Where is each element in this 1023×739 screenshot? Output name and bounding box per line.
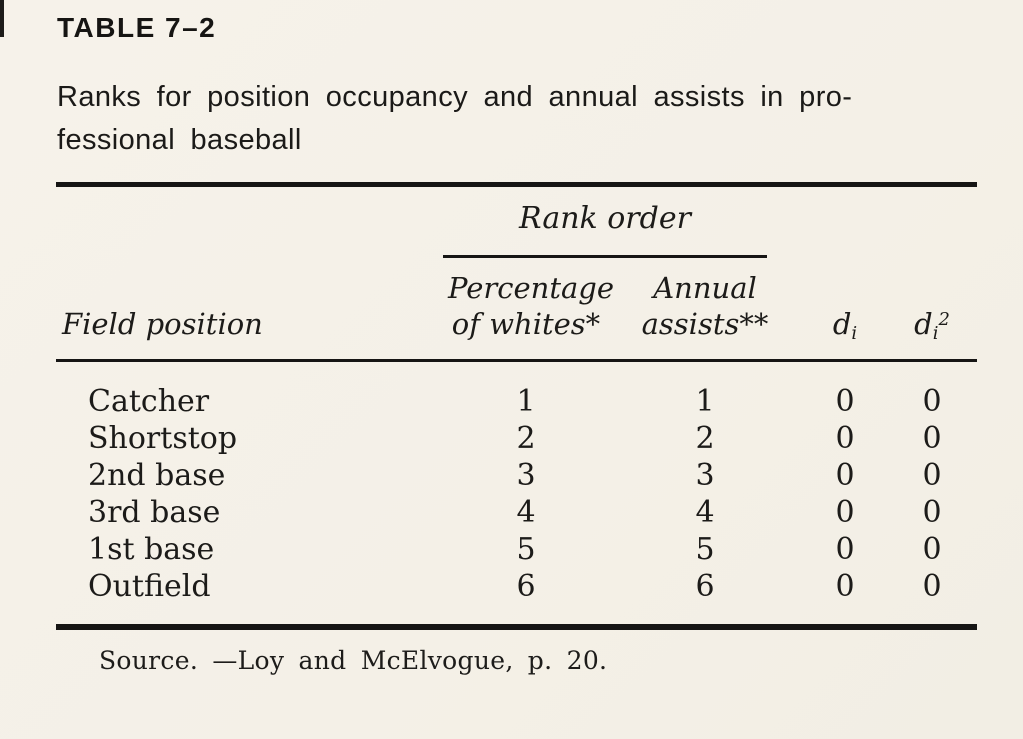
di-squared-cell: 0 — [922, 532, 942, 567]
pct-whites-rank-cell: 2 — [516, 421, 536, 456]
di-squared-cell: 0 — [922, 458, 942, 493]
spanner-rule — [443, 255, 767, 258]
table-row: 2nd base 3 3 0 0 — [0, 457, 1023, 494]
field-position-cell: Shortstop — [88, 421, 238, 456]
pct-whites-header-line-1: Percentage — [448, 271, 614, 305]
table-row: Catcher 1 1 0 0 — [0, 383, 1023, 420]
field-position-cell: 1st base — [88, 532, 215, 567]
field-position-cell: 2nd base — [88, 458, 226, 493]
table-top-rule — [56, 182, 977, 187]
di-cell: 0 — [835, 384, 855, 419]
spanner-heading: Rank order — [519, 201, 691, 236]
annual-assists-rank-cell: 2 — [695, 421, 715, 456]
pct-whites-rank-cell: 5 — [516, 532, 536, 567]
annual-assists-header-line-2: assists** — [641, 307, 769, 341]
table-caption: Ranks for position occupancy and annual … — [57, 76, 982, 162]
field-position-cell: Outfield — [88, 569, 211, 604]
di2-subscript: i — [932, 323, 939, 345]
pct-whites-rank-cell: 6 — [516, 569, 536, 604]
caption-line-1: Ranks for position occupancy and annual … — [57, 81, 853, 113]
pct-whites-header-line-2: of whites* — [451, 307, 601, 341]
di-cell: 0 — [835, 421, 855, 456]
annual-assists-header-line-1: Annual — [653, 271, 757, 305]
column-header-di-squared: di2 — [896, 306, 968, 345]
annual-assists-rank-cell: 6 — [695, 569, 715, 604]
di-cell: 0 — [835, 532, 855, 567]
di-squared-cell: 0 — [922, 384, 942, 419]
annual-assists-rank-cell: 5 — [695, 532, 715, 567]
table-row: Shortstop 2 2 0 0 — [0, 420, 1023, 457]
source-note: Source. —Loy and McElvogue, p. 20. — [99, 646, 608, 675]
column-header-field-position: Field position — [62, 307, 263, 341]
di-cell: 0 — [835, 569, 855, 604]
annual-assists-rank-cell: 1 — [695, 384, 715, 419]
pct-whites-rank-cell: 3 — [516, 458, 536, 493]
column-header-annual-assists: Annual assists** — [628, 270, 782, 342]
di-squared-cell: 0 — [922, 569, 942, 604]
table-label: TABLE 7–2 — [57, 12, 217, 43]
di-cell: 0 — [835, 495, 855, 530]
di-squared-cell: 0 — [922, 495, 942, 530]
di-cell: 0 — [835, 458, 855, 493]
annual-assists-rank-cell: 3 — [695, 458, 715, 493]
column-header-di: di — [810, 306, 880, 345]
di-base: d — [832, 307, 852, 341]
table-row: Outfield 6 6 0 0 — [0, 568, 1023, 605]
di2-superscript: 2 — [938, 309, 950, 331]
di-subscript: i — [851, 323, 858, 345]
annual-assists-rank-cell: 4 — [695, 495, 715, 530]
caption-line-2: fessional baseball — [57, 124, 302, 156]
table-bottom-rule — [56, 624, 977, 630]
pct-whites-rank-cell: 4 — [516, 495, 536, 530]
table-header-rule — [56, 359, 977, 362]
field-position-cell: Catcher — [88, 384, 210, 419]
scan-edge-artifact — [0, 0, 4, 37]
di-squared-cell: 0 — [922, 421, 942, 456]
column-header-pct-whites: Percentage of whites* — [448, 270, 614, 342]
field-position-cell: 3rd base — [88, 495, 221, 530]
table-row: 1st base 5 5 0 0 — [0, 531, 1023, 568]
di2-base: d — [914, 307, 933, 341]
pct-whites-rank-cell: 1 — [516, 384, 536, 419]
table-row: 3rd base 4 4 0 0 — [0, 494, 1023, 531]
